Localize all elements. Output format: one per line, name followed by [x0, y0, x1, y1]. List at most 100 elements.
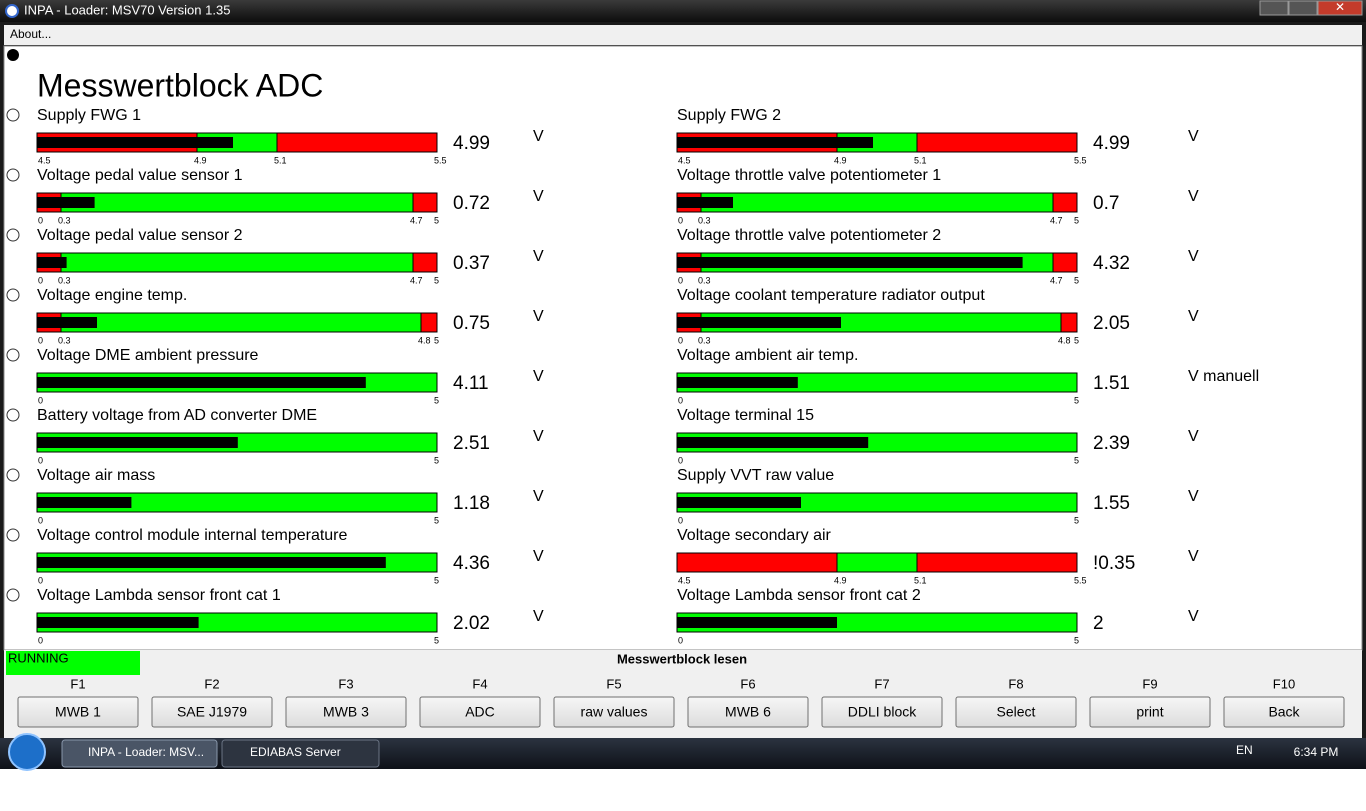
gauge-bar [677, 197, 733, 208]
gauge-unit: V manuell [1188, 368, 1259, 385]
gauge-tick-label: 4.9 [834, 575, 847, 585]
gauge-zone [413, 193, 437, 212]
radio-button[interactable] [6, 408, 20, 422]
gauge-label: Voltage ambient air temp. [677, 347, 858, 364]
gauge-unit: V [1188, 428, 1199, 445]
radio-button[interactable] [6, 228, 20, 242]
function-button-label: print [1136, 704, 1163, 720]
task-inpa[interactable] [61, 739, 218, 768]
function-button[interactable] [419, 696, 541, 728]
gauge-tick-label: 0 [38, 395, 43, 405]
gauge-unit: V [1188, 188, 1199, 205]
function-button[interactable] [1089, 696, 1211, 728]
function-button[interactable] [955, 696, 1077, 728]
status-message: Messwertblock lesen [617, 651, 747, 666]
gauge-value: 0.72 [453, 193, 490, 214]
maximize-button[interactable] [1288, 0, 1318, 16]
function-button[interactable] [285, 696, 407, 728]
gauge-unit: V [533, 128, 544, 145]
function-button[interactable] [553, 696, 675, 728]
gauge-value: 2 [1093, 613, 1104, 634]
gauge-zone [1053, 253, 1077, 272]
gauge-bar [677, 617, 837, 628]
gauge-bar [37, 257, 67, 268]
radio-button[interactable] [6, 588, 20, 602]
gauge-tick-label: 0 [38, 515, 43, 525]
close-button[interactable] [1317, 0, 1363, 16]
function-button[interactable] [17, 696, 139, 728]
function-button[interactable] [151, 696, 273, 728]
gauge-tick-label: 0.3 [58, 275, 71, 285]
gauge-zone [277, 133, 437, 152]
radio-button[interactable] [6, 168, 20, 182]
gauge-tick-label: 5 [434, 335, 439, 345]
function-button-label: MWB 6 [725, 704, 771, 720]
radio-button[interactable] [6, 528, 20, 542]
gauge-tick-label: 5 [1074, 515, 1079, 525]
radio-selected[interactable] [7, 49, 19, 61]
close-icon: ✕ [1335, 0, 1345, 14]
gauge-label: Voltage throttle valve potentiometer 1 [677, 167, 941, 184]
gauge-tick-label: 0 [678, 275, 683, 285]
gauge-bar [37, 377, 366, 388]
gauge-zone [61, 313, 421, 332]
gauge-tick-label: 0.3 [58, 335, 71, 345]
function-button-label: MWB 3 [323, 704, 369, 720]
gauge-unit: V [1188, 548, 1199, 565]
start-button[interactable] [8, 733, 46, 771]
gauge-tick-label: 5 [1074, 455, 1079, 465]
gauge-tick-label: 4.7 [410, 215, 423, 225]
status-indicator [6, 651, 140, 675]
gauge-value: 2.51 [453, 433, 490, 454]
gauge-bar [37, 437, 238, 448]
function-key: F6 [740, 676, 755, 691]
gauge-label: Voltage Lambda sensor front cat 1 [37, 587, 281, 604]
gauge-unit: V [1188, 128, 1199, 145]
radio-button[interactable] [6, 348, 20, 362]
function-key: F2 [204, 676, 219, 691]
gauge-zone [1053, 193, 1077, 212]
gauge-value: 2.02 [453, 613, 490, 634]
radio-button[interactable] [6, 288, 20, 302]
gauge-zone [677, 553, 837, 572]
function-button[interactable] [1223, 696, 1345, 728]
gauge-zone [61, 253, 413, 272]
task-label: INPA - Loader: MSV... [88, 745, 204, 759]
minimize-button[interactable] [1259, 0, 1289, 16]
function-button-label: DDLI block [848, 704, 917, 720]
gauge-unit: V [533, 488, 544, 505]
gauge-unit: V [1188, 248, 1199, 265]
gauge-tick-label: 0 [678, 215, 683, 225]
function-key: F9 [1142, 676, 1157, 691]
gauge-tick-label: 5 [434, 215, 439, 225]
gauge-zone [61, 193, 413, 212]
gauge-tick-label: 4.9 [834, 155, 847, 165]
gauge-tick-label: 0 [38, 455, 43, 465]
gauge-value: 4.32 [1093, 253, 1130, 274]
gauge-zone [413, 253, 437, 272]
function-button[interactable] [687, 696, 809, 728]
function-button[interactable] [821, 696, 943, 728]
gauge-tick-label: 5 [1074, 395, 1079, 405]
gauge-tick-label: 0 [678, 335, 683, 345]
gauge-label: Voltage air mass [37, 467, 155, 484]
language: EN [1236, 743, 1253, 757]
gauge-bar [37, 497, 132, 508]
gauge-label: Voltage terminal 15 [677, 407, 814, 424]
gauge-value: 0.37 [453, 253, 490, 274]
gauge-unit: V [533, 368, 544, 385]
gauge-value: 0.75 [453, 313, 490, 334]
menu-about[interactable]: About... [10, 27, 51, 41]
radio-button[interactable] [6, 468, 20, 482]
radio-button[interactable] [6, 108, 20, 122]
gauge-tick-label: 5 [434, 395, 439, 405]
gauge-label: Supply VVT raw value [677, 467, 834, 484]
gauge-value: 4.99 [453, 133, 490, 154]
gauge-unit: V [1188, 608, 1199, 625]
gauge-zone [917, 133, 1077, 152]
task-ediabas[interactable] [221, 739, 380, 768]
clock: 6:34 PM [1294, 745, 1339, 759]
gauge-value: 2.39 [1093, 433, 1130, 454]
function-button-label: Select [997, 704, 1036, 720]
